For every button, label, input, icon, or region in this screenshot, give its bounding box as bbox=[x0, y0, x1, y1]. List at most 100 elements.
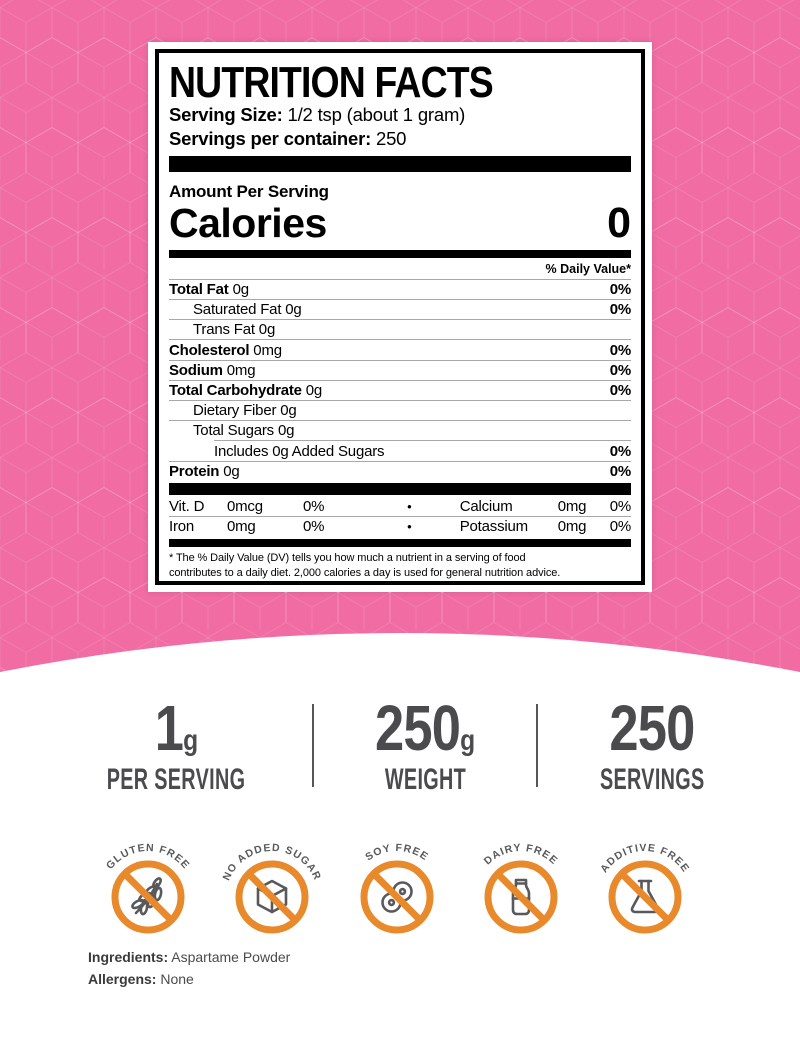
nutrient-name: Cholesterol 0mg bbox=[169, 341, 282, 359]
nutrient-row: Total Carbohydrate 0g 0% bbox=[169, 379, 631, 400]
micronutrient-name: Vit. D bbox=[169, 497, 205, 515]
nutrient-name: Total Carbohydrate 0g bbox=[169, 381, 323, 399]
nutrient-row: Saturated Fat 0g 0% bbox=[169, 299, 631, 319]
prohibition-slash-icon bbox=[246, 871, 299, 923]
nutrient-rows: Total Fat 0g 0% Saturated Fat 0g 0% Trans Fa… bbox=[169, 278, 631, 481]
nutrient-daily-value: 0% bbox=[609, 381, 631, 399]
micronutrient-dv: 0% bbox=[303, 497, 325, 515]
ingredients-label: Ingredients: bbox=[88, 949, 169, 965]
daily-value-header: % Daily Value* bbox=[545, 261, 631, 276]
divider-bar bbox=[169, 538, 631, 547]
nutrient-daily-value: 0% bbox=[609, 281, 631, 299]
micronutrient-row: Vit. D 0mcg 0% • Calcium 0mg 0% bbox=[169, 497, 631, 516]
nutrient-daily-value: 0% bbox=[609, 462, 631, 480]
micronutrient-rows: Vit. D 0mcg 0% • Calcium 0mg 0% Iron 0mg 0% • Potas… bbox=[169, 497, 631, 536]
micronutrient-bullet: • bbox=[407, 498, 412, 514]
prohibition-circle-icon bbox=[608, 860, 682, 934]
nutrition-facts-label: NUTRITION FACTS Serving Size: 1/2 tsp (a… bbox=[148, 42, 652, 592]
stat-per-serving: 1g PER SERVING bbox=[40, 696, 312, 795]
stat-unit: g bbox=[460, 724, 476, 757]
nutrient-daily-value: 0% bbox=[609, 341, 631, 359]
prohibition-circle-icon bbox=[360, 860, 433, 934]
nutrient-daily-value: 0% bbox=[609, 361, 631, 379]
allergens-value: None bbox=[160, 971, 194, 988]
micronutrient-name: Iron bbox=[169, 517, 195, 535]
serving-size-line: Serving Size: 1/2 tsp (about 1 gram) bbox=[169, 103, 631, 126]
stat-label: WEIGHT bbox=[384, 763, 466, 796]
prohibition-circle-icon bbox=[111, 860, 185, 934]
calories-value: 0 bbox=[607, 199, 631, 248]
prohibition-circle-icon bbox=[235, 860, 309, 934]
stat-label: PER SERVING bbox=[106, 763, 246, 796]
nutrition-facts-title: NUTRITION FACTS bbox=[169, 58, 494, 107]
serving-size-label: Serving Size: bbox=[169, 104, 283, 126]
stat-divider bbox=[536, 704, 538, 787]
micronutrient-amount: 0mcg bbox=[227, 497, 263, 515]
stat-weight: 250g WEIGHT bbox=[314, 696, 536, 795]
micronutrient-amount2: 0mg bbox=[557, 517, 587, 535]
micronutrient-amount: 0mg bbox=[227, 517, 256, 535]
stat-divider bbox=[312, 704, 314, 787]
stat-servings: 250 SERVINGS bbox=[538, 696, 766, 795]
micronutrient-row: Iron 0mg 0% • Potassium 0mg 0% bbox=[169, 515, 631, 536]
calories-label: Calories bbox=[169, 200, 327, 247]
nutrient-row: Total Fat 0g 0% bbox=[169, 278, 631, 299]
stat-value: 1g bbox=[154, 692, 198, 764]
nutrient-name: Includes 0g Added Sugars bbox=[214, 442, 385, 460]
badge-gluten-free: GLUTEN FREE bbox=[93, 834, 203, 934]
micronutrient-name2: Potassium bbox=[459, 517, 528, 535]
curved-divider bbox=[0, 633, 800, 690]
micronutrient-dv: 0% bbox=[303, 517, 325, 535]
ingredients-block: Ingredients: Aspartame Powder Allergens:… bbox=[88, 946, 290, 991]
amount-per-serving-label: Amount Per Serving bbox=[169, 182, 329, 202]
badge-soy-free: SOY FREE bbox=[342, 834, 452, 934]
badge-row: GLUTEN FREE NO ADDED SUGAR SOY FREE DAIRY F… bbox=[93, 834, 700, 934]
micronutrient-bullet: • bbox=[407, 518, 412, 534]
prohibition-slash-icon bbox=[370, 871, 423, 923]
nutrient-row: Trans Fat 0g bbox=[169, 319, 631, 339]
prohibition-slash-icon bbox=[619, 871, 671, 923]
badge-arc-label: SOY FREE bbox=[363, 842, 431, 864]
stat-value: 250g bbox=[374, 692, 476, 764]
nutrient-row: Includes 0g Added Sugars 0% bbox=[214, 440, 631, 460]
divider-bar bbox=[169, 249, 631, 258]
nutrient-name: Total Fat 0g bbox=[169, 281, 249, 299]
badge-additive-free: ADDITIVE FREE bbox=[590, 834, 700, 934]
badge-no-added-sugar: NO ADDED SUGAR bbox=[217, 834, 327, 934]
nutrient-daily-value: 0% bbox=[609, 442, 631, 460]
divider-bar bbox=[169, 482, 631, 495]
ingredients-value: Aspartame Powder bbox=[171, 949, 291, 965]
calories-row: Calories 0 bbox=[169, 199, 631, 248]
nutrient-name: Sodium 0mg bbox=[169, 361, 256, 379]
stat-value: 250 bbox=[609, 692, 695, 764]
prohibition-circle-icon bbox=[484, 860, 558, 934]
nutrient-daily-value: 0% bbox=[609, 301, 631, 319]
prohibition-slash-icon bbox=[122, 871, 174, 923]
nutrient-name: Trans Fat 0g bbox=[193, 321, 276, 339]
servings-per-container-value: 250 bbox=[376, 127, 407, 149]
nutrition-facts-border: NUTRITION FACTS Serving Size: 1/2 tsp (a… bbox=[155, 49, 645, 585]
nutrient-row: Total Sugars 0g bbox=[169, 420, 631, 440]
allergens-line: Allergens: None bbox=[88, 968, 290, 990]
servings-per-container-line: Servings per container: 250 bbox=[169, 127, 631, 150]
nutrient-name: Total Sugars 0g bbox=[193, 422, 295, 440]
micronutrient-name2: Calcium bbox=[459, 497, 513, 515]
stat-label: SERVINGS bbox=[599, 763, 705, 796]
nutrient-name: Dietary Fiber 0g bbox=[193, 402, 297, 420]
micronutrient-dv2: 0% bbox=[609, 517, 631, 535]
nutrient-name: Protein 0g bbox=[169, 462, 240, 480]
nutrient-row: Sodium 0mg 0% bbox=[169, 359, 631, 380]
prohibition-slash-icon bbox=[494, 871, 547, 923]
nutrient-row: Dietary Fiber 0g bbox=[169, 400, 631, 420]
badge-dairy-free: DAIRY FREE bbox=[466, 834, 576, 934]
allergens-label: Allergens: bbox=[88, 971, 157, 988]
nutrient-name: Saturated Fat 0g bbox=[193, 301, 302, 319]
footnote-line-1: * The % Daily Value (DV) tells you how m… bbox=[169, 551, 526, 564]
micronutrient-dv2: 0% bbox=[609, 497, 631, 515]
stat-unit: g bbox=[182, 724, 198, 757]
servings-per-container-label: Servings per container: bbox=[169, 127, 372, 149]
ingredients-line: Ingredients: Aspartame Powder bbox=[88, 946, 290, 968]
thick-divider-bar bbox=[169, 156, 631, 173]
serving-size-value: 1/2 tsp (about 1 gram) bbox=[287, 104, 466, 126]
